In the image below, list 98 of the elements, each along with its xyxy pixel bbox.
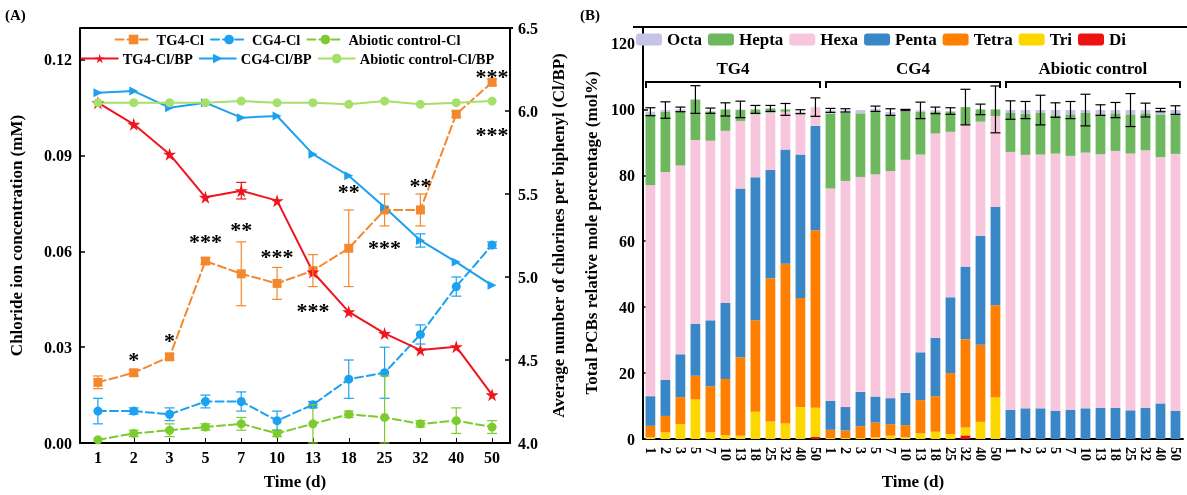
x-tick-label: 32 — [957, 447, 973, 461]
annotation: * — [128, 346, 140, 372]
y-axis-title: Total PCBs relative mole percentage (mol%) — [582, 71, 601, 395]
legend-label: CG4-Cl/BP — [240, 50, 312, 67]
x-tick-label: 32 — [412, 448, 429, 466]
x-tick-label: 3 — [672, 447, 688, 454]
y-tick-label: 0.09 — [44, 147, 72, 165]
x-tick-label: 18 — [1107, 447, 1123, 461]
x-tick-label: 1 — [642, 447, 658, 454]
legend-label: Hexa — [820, 30, 859, 49]
x-tick-label: 10 — [897, 447, 913, 461]
x-tick-label: 3 — [1032, 447, 1048, 454]
annotation: TG4 — [715, 59, 751, 79]
x-tick-label: 13 — [304, 448, 321, 466]
annotation: ** — [230, 216, 253, 242]
annotation: ** — [409, 172, 432, 198]
legend-label: TG4-Cl/BP — [122, 50, 193, 67]
annotation: *** — [260, 243, 294, 269]
x-tick-label: 7 — [1062, 447, 1078, 454]
x-tick-label: 2 — [837, 447, 853, 454]
x-tick-label: 10 — [269, 448, 286, 466]
y-tick-label: 120 — [610, 34, 635, 52]
legend-label: Hepta — [738, 30, 784, 49]
y2-tick-label: 5.0 — [518, 268, 538, 286]
y-tick-label: 100 — [610, 100, 635, 118]
annotation: *** — [296, 298, 330, 324]
x-tick-label: 7 — [237, 448, 246, 466]
x-tick-label: 32 — [777, 447, 793, 461]
x-axis-title: Time (d) — [263, 472, 327, 491]
x-tick-label: 10 — [1077, 447, 1093, 461]
annotation: *** — [188, 229, 222, 255]
y-tick-label: 0.06 — [44, 242, 72, 260]
x-tick-label: 25 — [762, 447, 778, 461]
annotation: ** — [337, 178, 360, 204]
x-tick-label: 32 — [1137, 447, 1153, 461]
x-tick-label: 5 — [1047, 447, 1063, 454]
y-tick-label: 20 — [618, 364, 635, 382]
x-tick-label: 50 — [484, 448, 501, 466]
legend-label: Octa — [667, 30, 703, 49]
legend-label: TG4-Cl — [156, 31, 205, 48]
y-axis-title: Chloride ion concentration (mM) — [7, 114, 26, 357]
x-tick-label: 5 — [687, 447, 703, 454]
x-tick-label: 1 — [822, 447, 838, 454]
x-tick-label: 40 — [1153, 447, 1168, 461]
y2-tick-label: 5.5 — [518, 185, 538, 203]
chart-title: (B) — [580, 6, 600, 24]
y-tick-label: 60 — [618, 232, 635, 250]
legend-label: Penta — [895, 30, 938, 49]
x-tick-label: 18 — [340, 448, 357, 466]
y-tick-label: 0.03 — [44, 338, 72, 356]
x-tick-label: 2 — [1017, 447, 1033, 454]
legend-label: Di — [1109, 30, 1127, 49]
y2-tick-label: 6.5 — [518, 19, 538, 37]
annotation: *** — [475, 122, 509, 148]
annotation: Abiotic control — [1037, 59, 1149, 79]
x-tick-label: 50 — [807, 447, 823, 461]
x-tick-label: 25 — [942, 447, 958, 461]
y-tick-label: 0.12 — [44, 51, 72, 69]
x-tick-label: 1 — [93, 448, 102, 466]
x-tick-label: 40 — [792, 447, 808, 461]
x-tick-label: 50 — [987, 447, 1003, 461]
y2-tick-label: 6.0 — [518, 102, 538, 120]
chart-title: (A) — [5, 6, 26, 24]
x-tick-label: 3 — [165, 448, 174, 466]
x-tick-label: 7 — [702, 447, 718, 454]
y-tick-label: 40 — [618, 298, 635, 316]
x-tick-label: 2 — [657, 447, 673, 454]
legend-label: CG4-Cl — [252, 31, 301, 48]
x-tick-label: 40 — [448, 448, 465, 466]
x-axis-title: Time (d) — [881, 472, 945, 491]
x-tick-label: 5 — [201, 448, 210, 466]
annotation: * — [164, 327, 176, 353]
x-tick-label: 10 — [717, 447, 733, 461]
x-tick-label: 13 — [732, 447, 748, 461]
legend-label: Tetra — [973, 30, 1014, 49]
y2-tick-label: 4.0 — [518, 434, 538, 452]
x-tick-label: 2 — [129, 448, 138, 466]
annotation: *** — [368, 235, 402, 261]
y-tick-label: 0.00 — [44, 434, 72, 452]
y-tick-label: 0 — [626, 430, 635, 448]
x-tick-label: 18 — [747, 447, 763, 461]
legend-label: Tri — [1049, 30, 1073, 49]
y2-axis-title: Average number of chlorines per biphenyl (Cl/BP) — [549, 53, 568, 418]
x-tick-label: 50 — [1168, 447, 1183, 461]
x-tick-label: 13 — [1092, 447, 1108, 461]
x-tick-label: 3 — [852, 447, 868, 454]
y-tick-label: 80 — [618, 166, 635, 184]
x-tick-label: 5 — [867, 447, 883, 454]
x-tick-label: 25 — [376, 448, 393, 466]
x-tick-label: 18 — [927, 447, 943, 461]
x-tick-label: 40 — [972, 447, 988, 461]
x-tick-label: 1 — [1002, 447, 1018, 454]
annotation: CG4 — [894, 59, 931, 79]
legend-label: Abiotic control-Cl — [348, 31, 461, 48]
x-tick-label: 7 — [882, 447, 898, 454]
y2-tick-label: 4.5 — [518, 351, 538, 369]
x-tick-label: 13 — [912, 447, 928, 461]
x-tick-label: 25 — [1122, 447, 1138, 461]
